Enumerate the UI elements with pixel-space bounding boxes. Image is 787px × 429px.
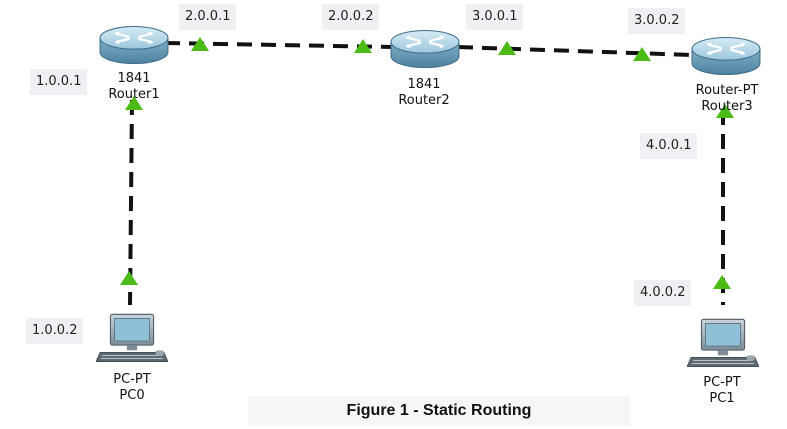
link-up-indicator xyxy=(191,37,209,51)
router1-label: 1841 Router1 xyxy=(94,71,174,103)
link-router2-router3 xyxy=(457,45,693,57)
router3-icon[interactable] xyxy=(690,36,762,76)
router3-label: Router-PT Router3 xyxy=(684,83,770,115)
pc0-icon[interactable] xyxy=(96,313,168,363)
pc0-name: PC0 xyxy=(119,388,145,403)
router2-icon[interactable] xyxy=(389,29,461,69)
pc1-icon[interactable] xyxy=(687,318,759,368)
router2-label: 1841 Router2 xyxy=(384,77,464,109)
pc0-model: PC-PT xyxy=(113,372,151,387)
router3-model: Router-PT xyxy=(695,83,759,98)
link-up-indicator xyxy=(633,47,651,61)
ip-label-r1-r2: 2.0.0.1 xyxy=(179,4,237,30)
router2-model: 1841 xyxy=(407,77,441,92)
link-up-indicator xyxy=(498,41,516,55)
link-up-indicator xyxy=(125,96,143,110)
link-up-indicator xyxy=(354,39,372,53)
link-up-indicator xyxy=(120,271,138,285)
pc0-label: PC-PT PC0 xyxy=(92,372,172,404)
pc1-name: PC1 xyxy=(709,391,735,406)
ip-label-pc0: 1.0.0.2 xyxy=(26,318,84,344)
ip-label-r3-r2: 3.0.0.2 xyxy=(628,8,686,34)
ip-label-r2-r1: 2.0.0.2 xyxy=(322,4,380,30)
figure-caption: Figure 1 - Static Routing xyxy=(248,396,630,426)
router2-name: Router2 xyxy=(398,93,450,108)
router1-icon[interactable] xyxy=(98,25,170,65)
ip-label-r3-pc1: 4.0.0.1 xyxy=(640,133,698,159)
router1-name: Router1 xyxy=(108,87,160,102)
router1-model: 1841 xyxy=(117,71,151,86)
pc1-model: PC-PT xyxy=(703,375,741,390)
ip-label-pc1: 4.0.0.2 xyxy=(634,280,692,306)
link-up-indicator xyxy=(713,275,731,289)
link-router1-pc0 xyxy=(128,99,134,306)
ip-label-r2-r3: 3.0.0.1 xyxy=(466,4,524,30)
pc1-label: PC-PT PC1 xyxy=(682,375,762,407)
link-up-indicator xyxy=(716,104,734,118)
ip-label-r1-pc0: 1.0.0.1 xyxy=(30,69,88,95)
router3-name: Router3 xyxy=(701,99,753,114)
